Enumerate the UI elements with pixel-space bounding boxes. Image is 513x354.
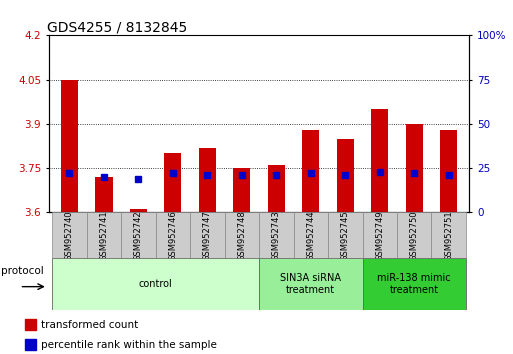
Bar: [440, 130, 457, 212]
FancyBboxPatch shape: [52, 212, 87, 258]
Bar: [406, 124, 423, 212]
Text: GDS4255 / 8132845: GDS4255 / 8132845: [47, 20, 187, 34]
Text: GSM952745: GSM952745: [341, 210, 350, 261]
Bar: [337, 139, 354, 212]
Bar: [130, 210, 147, 212]
Bar: [199, 148, 216, 212]
FancyBboxPatch shape: [52, 258, 259, 310]
Text: transformed count: transformed count: [41, 320, 138, 330]
Text: GSM952746: GSM952746: [168, 210, 177, 261]
FancyBboxPatch shape: [431, 212, 466, 258]
FancyBboxPatch shape: [190, 212, 225, 258]
Text: GSM952747: GSM952747: [203, 210, 212, 261]
FancyBboxPatch shape: [121, 212, 155, 258]
FancyBboxPatch shape: [259, 258, 363, 310]
Bar: [25, 319, 36, 330]
FancyBboxPatch shape: [259, 212, 293, 258]
FancyBboxPatch shape: [363, 258, 466, 310]
FancyBboxPatch shape: [363, 212, 397, 258]
Text: GSM952741: GSM952741: [100, 210, 108, 261]
Text: GSM952751: GSM952751: [444, 210, 453, 261]
Bar: [371, 109, 388, 212]
FancyBboxPatch shape: [225, 212, 259, 258]
Bar: [233, 168, 250, 212]
FancyBboxPatch shape: [293, 212, 328, 258]
Bar: [61, 80, 78, 212]
Bar: [95, 177, 112, 212]
Text: GSM952744: GSM952744: [306, 210, 315, 261]
Text: GSM952740: GSM952740: [65, 210, 74, 261]
Text: percentile rank within the sample: percentile rank within the sample: [41, 340, 216, 350]
Bar: [164, 153, 182, 212]
Text: GSM952750: GSM952750: [410, 210, 419, 261]
FancyBboxPatch shape: [397, 212, 431, 258]
Bar: [302, 130, 320, 212]
Text: miR-138 mimic
treatment: miR-138 mimic treatment: [378, 273, 451, 295]
Text: GSM952749: GSM952749: [375, 210, 384, 261]
Text: GSM952742: GSM952742: [134, 210, 143, 261]
FancyBboxPatch shape: [87, 212, 121, 258]
Text: SIN3A siRNA
treatment: SIN3A siRNA treatment: [280, 273, 341, 295]
Text: control: control: [139, 279, 172, 289]
FancyBboxPatch shape: [155, 212, 190, 258]
Text: protocol: protocol: [1, 266, 44, 276]
FancyBboxPatch shape: [328, 212, 363, 258]
Text: GSM952743: GSM952743: [272, 210, 281, 261]
Bar: [268, 165, 285, 212]
Text: GSM952748: GSM952748: [238, 210, 246, 261]
Bar: [25, 339, 36, 350]
